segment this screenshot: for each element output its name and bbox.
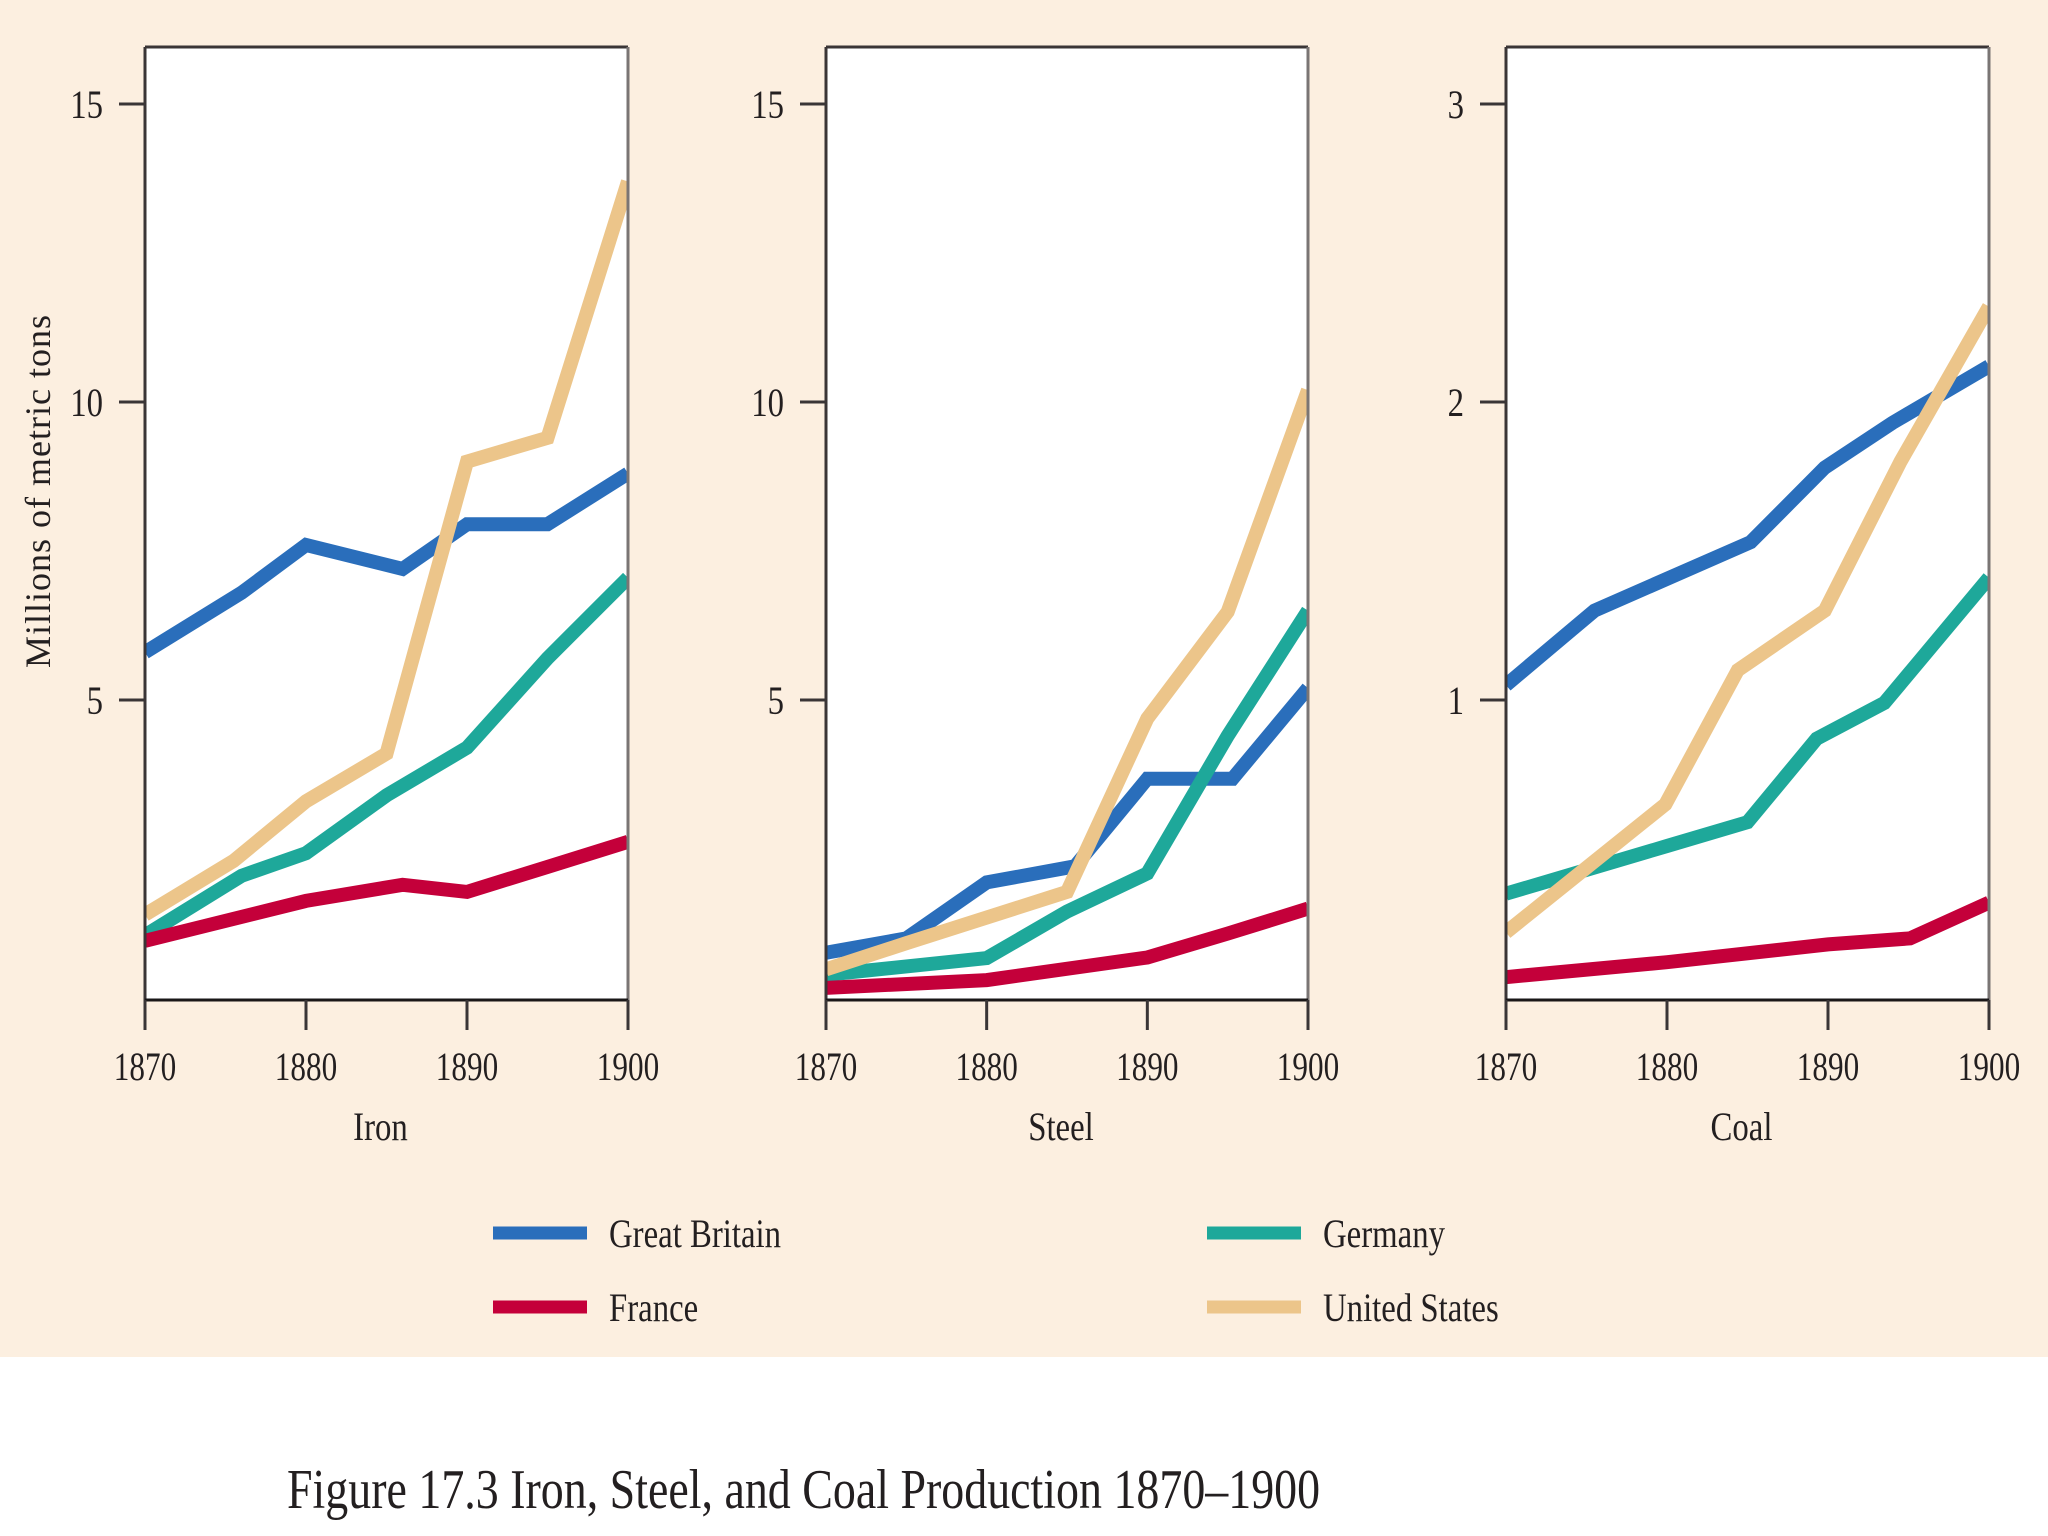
- line-iron-gb: [145, 467, 628, 659]
- x-tick-label: 1870: [114, 1044, 176, 1089]
- panel-title-coal: Coal: [1711, 1104, 1773, 1149]
- line-iron-germany: [145, 572, 628, 942]
- x-tick-label: 1880: [955, 1044, 1017, 1089]
- line-iron-france: [145, 835, 628, 948]
- x-tick-label: 1900: [1958, 1044, 2020, 1089]
- legend-item-us: United States: [1207, 1285, 1499, 1330]
- y-tick-label: 10: [751, 380, 784, 425]
- x-tick-label: 1880: [275, 1044, 337, 1089]
- legend-item-france: France: [493, 1285, 698, 1330]
- legend-label: Germany: [1323, 1211, 1446, 1256]
- y-axis-label: Millions of metric tons: [18, 314, 58, 668]
- x-tick-label: 1890: [1797, 1044, 1859, 1089]
- line-coal-gb: [1506, 360, 1989, 691]
- y-tick-label: 5: [87, 678, 103, 723]
- legend-label: France: [609, 1285, 698, 1330]
- legend: Great Britain Germany France United States: [493, 1211, 1499, 1330]
- plot-area: [826, 47, 1308, 1000]
- y-tick-label: 15: [751, 82, 784, 127]
- y-tick-label: 5: [768, 678, 784, 723]
- legend-label: United States: [1323, 1285, 1499, 1330]
- y-tick-label: 10: [70, 380, 103, 425]
- legend-item-gb: Great Britain: [493, 1211, 781, 1256]
- x-tick-label: 1900: [597, 1044, 659, 1089]
- panel-title-steel: Steel: [1028, 1104, 1094, 1149]
- panel-title-iron: Iron: [353, 1104, 408, 1149]
- panel-iron: 5 10 15 1870 1880 1890 1900 Iron: [70, 45, 659, 1149]
- legend-item-germany: Germany: [1207, 1211, 1446, 1256]
- panels: 5 10 15 1870 1880 1890 1900 Iron 5 10 15 1870 1880 18…: [70, 45, 2020, 1149]
- series-group: [1506, 303, 1989, 985]
- line-coal-france: [1506, 896, 1989, 985]
- series-group: [145, 179, 628, 948]
- y-tick-label: 1: [1448, 678, 1464, 723]
- x-tick-label: 1890: [436, 1044, 498, 1089]
- figure-caption: Figure 17.3 Iron, Steel, and Coal Produc…: [287, 1459, 1321, 1521]
- x-tick-label: 1890: [1116, 1044, 1178, 1089]
- x-tick-label: 1870: [795, 1044, 857, 1089]
- line-steel-us: [826, 387, 1308, 977]
- plot-area: [1506, 47, 1989, 1000]
- x-tick-label: 1900: [1277, 1044, 1339, 1089]
- series-group: [826, 387, 1308, 995]
- line-coal-germany: [1506, 573, 1989, 901]
- panel-steel: 5 10 15 1870 1880 1890 1900 Steel: [751, 45, 1339, 1149]
- line-steel-france: [826, 901, 1308, 995]
- legend-label: Great Britain: [609, 1211, 781, 1256]
- line-coal-us: [1506, 303, 1989, 938]
- y-tick-label: 2: [1448, 380, 1464, 425]
- panel-coal: 1 2 3 1870 1880 1890 1900 Coal: [1448, 45, 2020, 1149]
- line-iron-us: [145, 179, 628, 921]
- x-tick-label: 1880: [1636, 1044, 1698, 1089]
- y-tick-label: 3: [1448, 82, 1464, 127]
- y-tick-label: 15: [70, 82, 103, 127]
- line-steel-germany: [826, 606, 1308, 982]
- x-tick-label: 1870: [1475, 1044, 1537, 1089]
